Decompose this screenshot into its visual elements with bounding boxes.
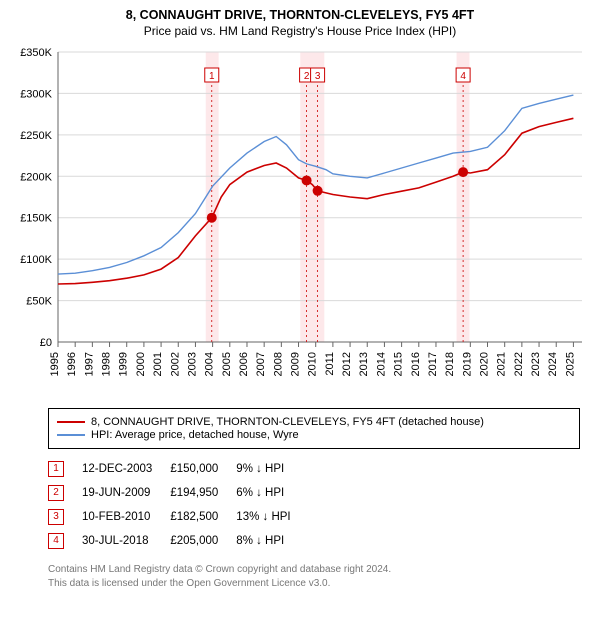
sales-table: 1 12-DEC-2003£150,0009% ↓ HPI 2 19-JUN-2009…	[48, 457, 309, 553]
svg-text:1: 1	[209, 71, 215, 82]
legend-label: 8, CONNAUGHT DRIVE, THORNTON-CLEVELEYS, …	[91, 416, 484, 428]
svg-text:2001: 2001	[152, 352, 164, 376]
sale-price: £194,950	[170, 481, 236, 505]
svg-text:4: 4	[460, 71, 466, 82]
sale-date: 10-FEB-2010	[82, 505, 170, 529]
svg-text:2003: 2003	[186, 352, 198, 376]
chart-area: £0 £50K £100K £150K £200K £250K £300K £350K 1995…	[10, 42, 590, 402]
svg-text:2022: 2022	[513, 352, 525, 376]
sale-index-box: 1	[48, 461, 64, 477]
sale-price: £205,000	[170, 529, 236, 553]
legend-item: 8, CONNAUGHT DRIVE, THORNTON-CLEVELEYS, …	[57, 416, 571, 428]
svg-text:2012: 2012	[341, 352, 353, 376]
svg-text:2013: 2013	[358, 352, 370, 376]
svg-text:2024: 2024	[547, 352, 559, 376]
svg-text:2: 2	[304, 71, 310, 82]
svg-text:2018: 2018	[444, 352, 456, 376]
svg-text:1995: 1995	[49, 352, 61, 376]
svg-text:2014: 2014	[375, 352, 387, 376]
svg-text:2011: 2011	[324, 352, 336, 376]
footnote-line: This data is licensed under the Open Gov…	[48, 577, 580, 591]
legend-label: HPI: Average price, detached house, Wyre	[91, 429, 299, 441]
svg-text:£150K: £150K	[20, 213, 52, 225]
sale-index-cell: 3	[48, 505, 82, 529]
footnote: Contains HM Land Registry data © Crown c…	[48, 563, 580, 590]
svg-text:2006: 2006	[238, 352, 250, 376]
footnote-line: Contains HM Land Registry data © Crown c…	[48, 563, 580, 577]
sale-delta: 6% ↓ HPI	[236, 481, 308, 505]
svg-text:2002: 2002	[169, 352, 181, 376]
table-row: 4 30-JUL-2018£205,0008% ↓ HPI	[48, 529, 309, 553]
svg-text:1996: 1996	[66, 352, 78, 376]
svg-text:2017: 2017	[427, 352, 439, 376]
legend: 8, CONNAUGHT DRIVE, THORNTON-CLEVELEYS, …	[48, 408, 580, 449]
sale-delta: 8% ↓ HPI	[236, 529, 308, 553]
sale-date: 12-DEC-2003	[82, 457, 170, 481]
sale-index-box: 3	[48, 509, 64, 525]
legend-swatch	[57, 421, 85, 423]
chart-svg: £0 £50K £100K £150K £200K £250K £300K £350K 1995…	[10, 42, 590, 402]
svg-text:2019: 2019	[461, 352, 473, 376]
sale-index-cell: 4	[48, 529, 82, 553]
legend-item: HPI: Average price, detached house, Wyre	[57, 429, 571, 441]
sale-index-cell: 2	[48, 481, 82, 505]
svg-text:£100K: £100K	[20, 254, 52, 266]
svg-text:2000: 2000	[135, 352, 147, 376]
svg-text:£250K: £250K	[20, 130, 52, 142]
svg-text:2025: 2025	[564, 352, 576, 376]
table-row: 2 19-JUN-2009£194,9506% ↓ HPI	[48, 481, 309, 505]
svg-text:1997: 1997	[83, 352, 95, 376]
svg-text:£0: £0	[40, 337, 52, 349]
title-block: 8, CONNAUGHT DRIVE, THORNTON-CLEVELEYS, …	[0, 0, 600, 42]
svg-text:2015: 2015	[393, 352, 405, 376]
svg-text:£200K: £200K	[20, 171, 52, 183]
svg-text:£350K: £350K	[20, 47, 52, 59]
svg-text:£50K: £50K	[26, 296, 52, 308]
svg-text:2021: 2021	[496, 352, 508, 376]
svg-text:2010: 2010	[307, 352, 319, 376]
table-row: 3 10-FEB-2010£182,50013% ↓ HPI	[48, 505, 309, 529]
chart-subtitle: Price paid vs. HM Land Registry's House …	[10, 24, 590, 38]
sale-index-box: 2	[48, 485, 64, 501]
svg-text:£300K: £300K	[20, 88, 52, 100]
sale-price: £150,000	[170, 457, 236, 481]
sale-price: £182,500	[170, 505, 236, 529]
svg-text:2009: 2009	[290, 352, 302, 376]
svg-text:2016: 2016	[410, 352, 422, 376]
table-row: 1 12-DEC-2003£150,0009% ↓ HPI	[48, 457, 309, 481]
svg-text:1999: 1999	[118, 352, 130, 376]
svg-text:2020: 2020	[479, 352, 491, 376]
sale-delta: 13% ↓ HPI	[236, 505, 308, 529]
sale-date: 19-JUN-2009	[82, 481, 170, 505]
svg-text:3: 3	[315, 71, 321, 82]
legend-swatch	[57, 434, 85, 436]
sale-date: 30-JUL-2018	[82, 529, 170, 553]
sale-index-box: 4	[48, 533, 64, 549]
sale-index-cell: 1	[48, 457, 82, 481]
svg-text:1998: 1998	[101, 352, 113, 376]
chart-container: 8, CONNAUGHT DRIVE, THORNTON-CLEVELEYS, …	[0, 0, 600, 590]
svg-text:2004: 2004	[204, 352, 216, 376]
sale-delta: 9% ↓ HPI	[236, 457, 308, 481]
svg-text:2007: 2007	[255, 352, 267, 376]
chart-title: 8, CONNAUGHT DRIVE, THORNTON-CLEVELEYS, …	[10, 8, 590, 22]
svg-text:2023: 2023	[530, 352, 542, 376]
svg-text:2005: 2005	[221, 352, 233, 376]
svg-text:2008: 2008	[272, 352, 284, 376]
